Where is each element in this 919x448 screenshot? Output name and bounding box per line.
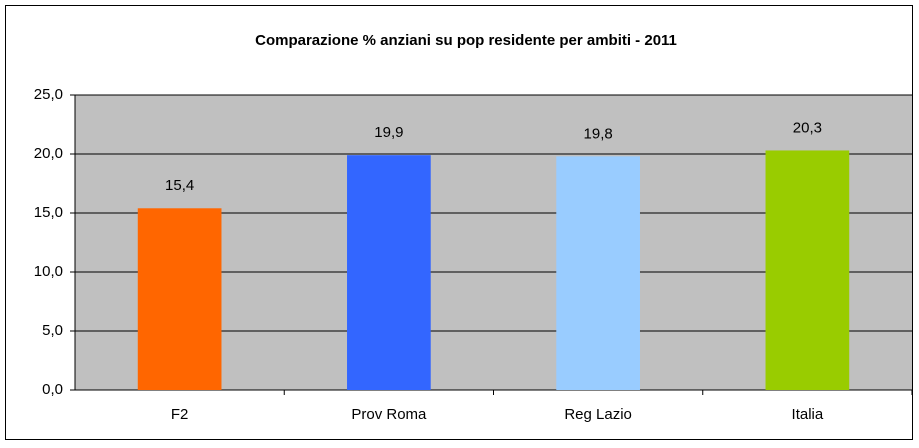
y-tick-label: 10,0: [34, 263, 63, 280]
y-tick-label: 20,0: [34, 145, 63, 162]
y-tick-label: 0,0: [42, 381, 63, 398]
bar: [347, 155, 431, 390]
data-label: 19,8: [584, 125, 613, 142]
y-tick-label: 25,0: [34, 86, 63, 103]
y-tick-label: 5,0: [42, 322, 63, 339]
data-label: 15,4: [165, 177, 194, 194]
x-tick-label: Italia: [792, 406, 824, 423]
bar: [556, 156, 640, 390]
x-tick-label: Reg Lazio: [564, 406, 632, 423]
bar: [137, 208, 222, 390]
data-label: 19,9: [374, 124, 403, 141]
x-tick-label: F2: [171, 406, 189, 423]
bar: [765, 150, 850, 390]
x-tick-label: Prov Roma: [351, 406, 427, 423]
chart-title: Comparazione % anziani su pop residente …: [255, 32, 677, 49]
data-label: 20,3: [793, 119, 822, 136]
y-tick-label: 15,0: [34, 204, 63, 221]
